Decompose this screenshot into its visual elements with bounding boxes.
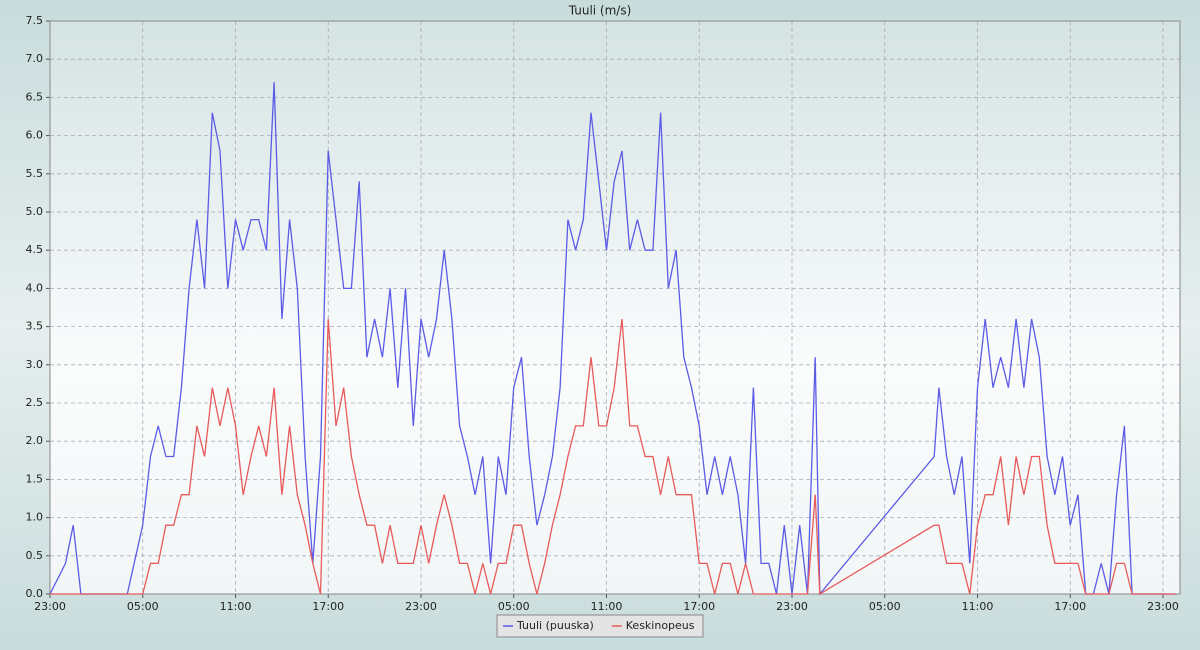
y-tick-label: 2.5 — [26, 396, 44, 409]
y-tick-label: 3.0 — [26, 358, 44, 371]
series-line — [49, 82, 1176, 596]
y-tick-label: 7.0 — [26, 52, 44, 65]
x-tick-label: 23:00 — [405, 600, 437, 613]
x-tick-label: 23:00 — [34, 600, 66, 613]
y-tick-label: 5.0 — [26, 205, 44, 218]
legend-label: Tuuli (puuska) — [516, 619, 594, 632]
y-tick-label: 6.5 — [26, 90, 44, 103]
legend-box — [496, 614, 704, 638]
y-tick-label: 7.5 — [26, 14, 44, 27]
y-tick-label: 0.5 — [26, 549, 44, 562]
y-tick-label: 0.0 — [26, 587, 44, 600]
x-tick-label: 17:00 — [1054, 600, 1086, 613]
x-tick-label: 11:00 — [962, 600, 994, 613]
x-tick-label: 17:00 — [683, 600, 715, 613]
x-tick-label: 05:00 — [498, 600, 530, 613]
y-tick-label: 1.5 — [26, 472, 44, 485]
y-tick-label: 1.0 — [26, 511, 44, 524]
x-tick-label: 23:00 — [776, 600, 808, 613]
y-tick-label: 4.0 — [26, 281, 44, 294]
x-tick-label: 23:00 — [1147, 600, 1179, 613]
y-tick-label: 5.5 — [26, 167, 44, 180]
chart-title: Tuuli (m/s) — [568, 4, 632, 18]
x-tick-label: 17:00 — [312, 600, 344, 613]
x-tick-label: 05:00 — [869, 600, 901, 613]
x-tick-label: 11:00 — [220, 600, 252, 613]
x-tick-label: 05:00 — [127, 600, 159, 613]
y-tick-label: 2.0 — [26, 434, 44, 447]
legend: Tuuli (puuska) Keskinopeus — [496, 614, 704, 638]
plot-border — [49, 20, 1181, 595]
y-tick-label: 6.0 — [26, 129, 44, 142]
series-line — [50, 318, 1176, 596]
plot-area — [50, 21, 1180, 594]
x-tick-label: 11:00 — [591, 600, 623, 613]
y-tick-label: 3.5 — [26, 320, 44, 333]
legend-label: Keskinopeus — [626, 619, 695, 632]
y-tick-label: 4.5 — [26, 243, 44, 256]
